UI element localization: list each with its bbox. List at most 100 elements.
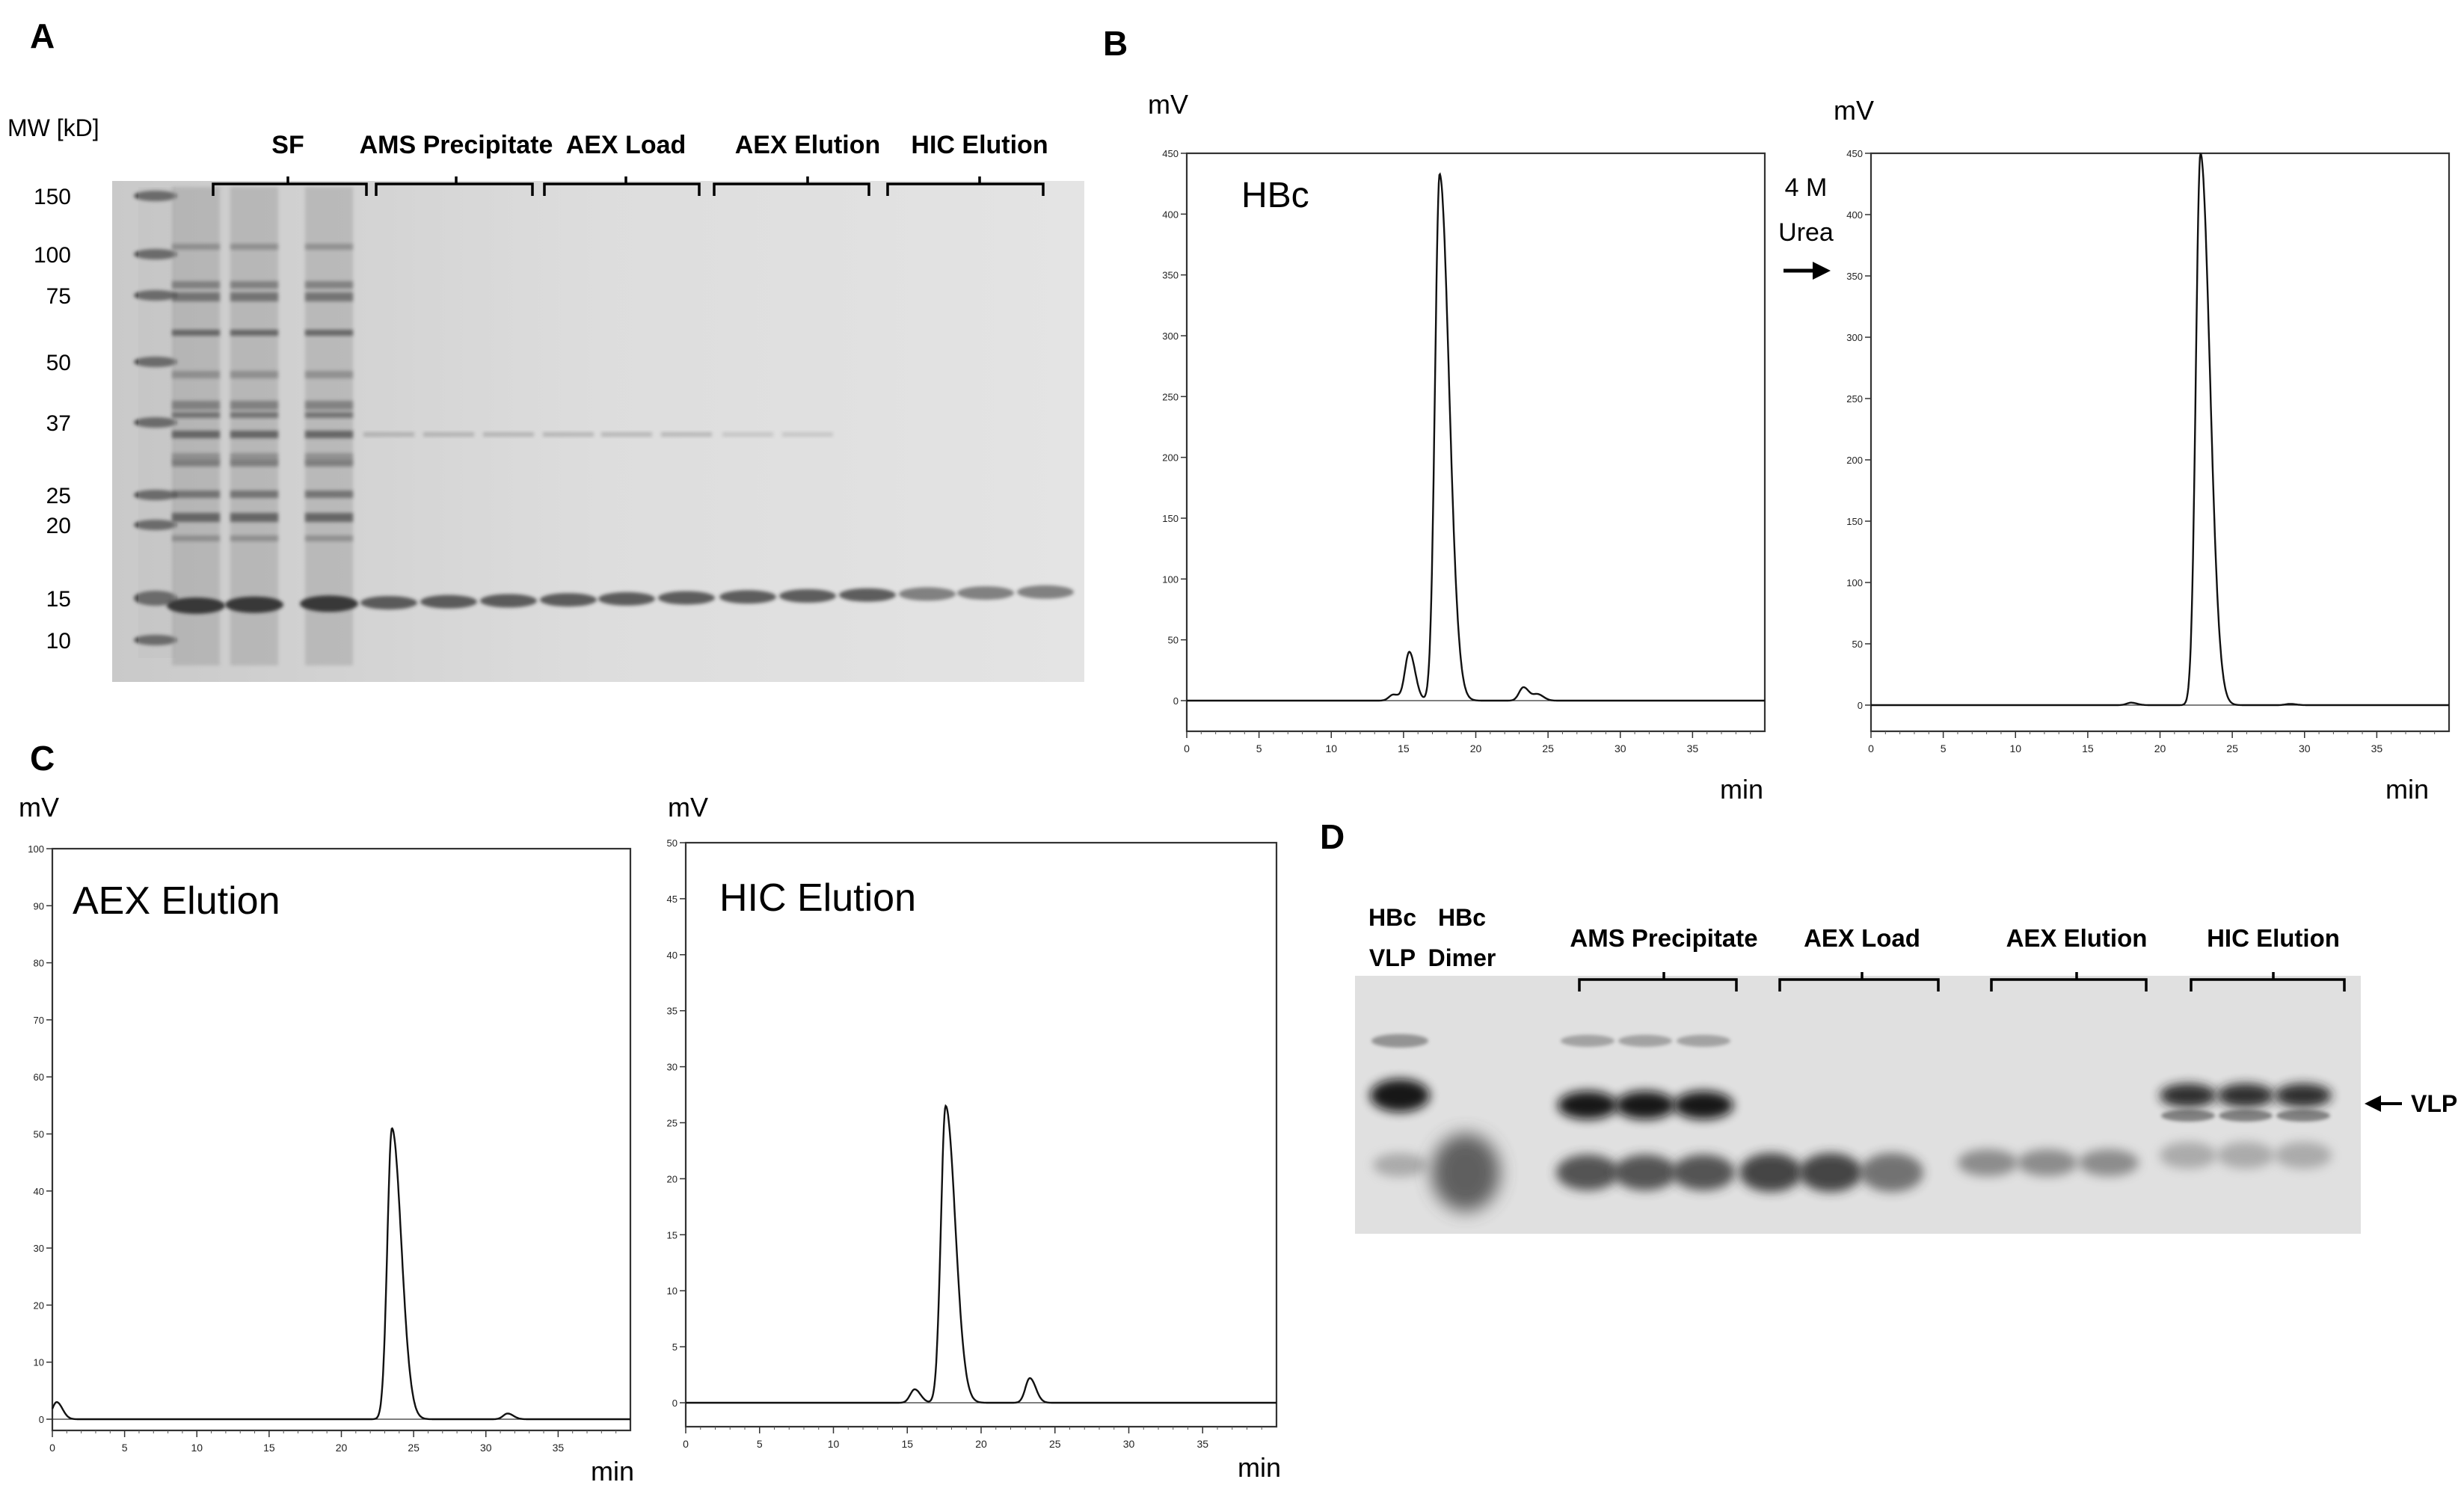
- vlp-band: [2217, 1083, 2274, 1107]
- vlp-band: [1615, 1091, 1675, 1119]
- x-tick-label: 25: [2226, 743, 2238, 754]
- sf-band: [172, 292, 220, 301]
- y-tick-label: 200: [1846, 455, 1863, 466]
- sf-band: [230, 281, 278, 289]
- sf-band: [230, 491, 278, 498]
- hbc-monomer-band: [540, 593, 597, 607]
- sf-band: [230, 453, 278, 462]
- gel-d-labels: HBc VLP HBc Dimer AMS Precipitate AEX Load AEX…: [1368, 904, 2346, 992]
- gel-a-group-labels: SF AMS Precipitate AEX Load AEX Elution HIC …: [212, 131, 1048, 196]
- vlp-band: [2275, 1083, 2332, 1107]
- faint-band: [423, 432, 474, 437]
- y-tick-label: 350: [1162, 270, 1179, 281]
- chart-inset-label: AEX Elution: [73, 879, 280, 923]
- x-tick-label: 5: [757, 1438, 763, 1450]
- gel-d-group-label: AMS Precipitate: [1570, 924, 1757, 952]
- chromatogram-hic-elution: 0 5 10 15 20 25 30 35 40 45 50 0 5 10 15 20 25 30 35 mV min H…: [667, 792, 1281, 1483]
- sf-band: [230, 412, 278, 418]
- faint-band: [782, 432, 833, 437]
- x-tick-label: 10: [2009, 743, 2021, 754]
- x-unit-label: min: [591, 1456, 634, 1487]
- ladder-band: [134, 249, 177, 259]
- chart-inset-label: HIC Elution: [719, 876, 916, 920]
- panel-b: B 4 M Urea: [1103, 24, 1834, 280]
- gel-d-bands: [1370, 1034, 2332, 1211]
- chromatogram-trace: [1187, 172, 1765, 702]
- x-tick-label: 15: [2082, 743, 2094, 754]
- panel-d-letter: D: [1320, 817, 1345, 856]
- y-tick-label: 40: [667, 950, 678, 961]
- sf-band: [230, 431, 278, 438]
- dimer-band: [1556, 1155, 1619, 1190]
- x-tick-label: 30: [480, 1442, 492, 1454]
- sf-band: [230, 461, 278, 467]
- y-tick-label: 80: [34, 958, 44, 969]
- y-tick-label: 350: [1846, 271, 1863, 282]
- sf-band: [230, 244, 278, 250]
- ladder-band: [134, 490, 177, 500]
- y-tick-label: 250: [1162, 391, 1179, 402]
- sf-band: [230, 330, 278, 336]
- vlp-arrow: [2365, 1095, 2402, 1112]
- y-tick-label: 400: [1162, 209, 1179, 220]
- sf-band: [172, 281, 220, 289]
- x-tick-label: 15: [901, 1438, 913, 1450]
- chart-inset-label: HBc: [1241, 176, 1309, 215]
- panel-d: D HBc VLP HBc Dimer AMS Precipitate AEX Load A…: [1320, 817, 2457, 1234]
- x-tick-label: 0: [49, 1442, 55, 1454]
- dimer-band: [1672, 1155, 1735, 1190]
- bracket: [1578, 972, 1738, 992]
- y-unit-label: mV: [668, 792, 708, 823]
- y-tick-label: 30: [667, 1062, 678, 1073]
- y-tick-label: 35: [667, 1006, 678, 1017]
- mw-label: 37: [46, 411, 71, 436]
- x-tick-label: 0: [1868, 743, 1874, 754]
- y-tick-label: 0: [39, 1414, 44, 1425]
- chromatogram-hbc-urea: 0 50 100 150 200 250 300 350 400 450 0 5 10 15 20 25 30 3…: [1834, 95, 2451, 805]
- y-unit-label: mV: [19, 792, 59, 823]
- x-tick-label: 10: [191, 1442, 203, 1454]
- vlp-band: [2160, 1083, 2216, 1107]
- faint-band: [363, 432, 414, 437]
- sf-band: [172, 513, 220, 522]
- x-tick-label: 10: [828, 1438, 840, 1450]
- y-tick-label: 5: [672, 1341, 678, 1353]
- vlp-label: VLP: [2411, 1090, 2457, 1117]
- sf-band: [305, 330, 353, 336]
- y-tick-label: 250: [1846, 393, 1863, 405]
- sf-band: [305, 292, 353, 301]
- sf-band: [230, 401, 278, 410]
- y-tick-label: 300: [1846, 332, 1863, 343]
- bracket: [1778, 972, 1940, 992]
- y-tick-label: 0: [672, 1398, 678, 1409]
- y-tick-label: 50: [1168, 635, 1179, 646]
- faint-band: [661, 432, 712, 437]
- sf-band: [172, 330, 220, 336]
- panel-a-letter: A: [30, 16, 55, 55]
- ladder-band: [134, 290, 177, 301]
- hbc-monomer-band: [899, 587, 956, 601]
- y-tick-label: 200: [1162, 452, 1179, 464]
- hbc-monomer-band: [658, 591, 715, 605]
- hbc-monomer-band: [839, 588, 896, 602]
- dimer-band: [2018, 1149, 2077, 1176]
- y-tick-label: 100: [1846, 577, 1863, 588]
- standard-label: HBc: [1368, 904, 1416, 931]
- y-tick-label: 10: [667, 1285, 678, 1297]
- y-tick-label: 0: [1173, 695, 1179, 707]
- x-tick-label: 15: [1398, 743, 1410, 754]
- sf-band: [305, 491, 353, 498]
- sf-band: [172, 371, 220, 378]
- x-tick-label: 0: [1184, 743, 1190, 754]
- bracket: [543, 176, 701, 196]
- sf-band: [305, 412, 353, 418]
- x-tick-label: 5: [1256, 743, 1262, 754]
- ladder-band: [134, 520, 177, 530]
- mw-label: 25: [46, 484, 71, 508]
- mw-label: 15: [46, 587, 71, 612]
- panel-a-mw-title: MW [kD]: [7, 114, 99, 141]
- chromatogram-aex-elution: 0 10 20 30 40 50 60 70 80 90 100 0 5 10 15 20 25 30 35 mV mi…: [19, 792, 634, 1487]
- dimer-band: [1799, 1153, 1862, 1192]
- sf-band: [230, 371, 278, 378]
